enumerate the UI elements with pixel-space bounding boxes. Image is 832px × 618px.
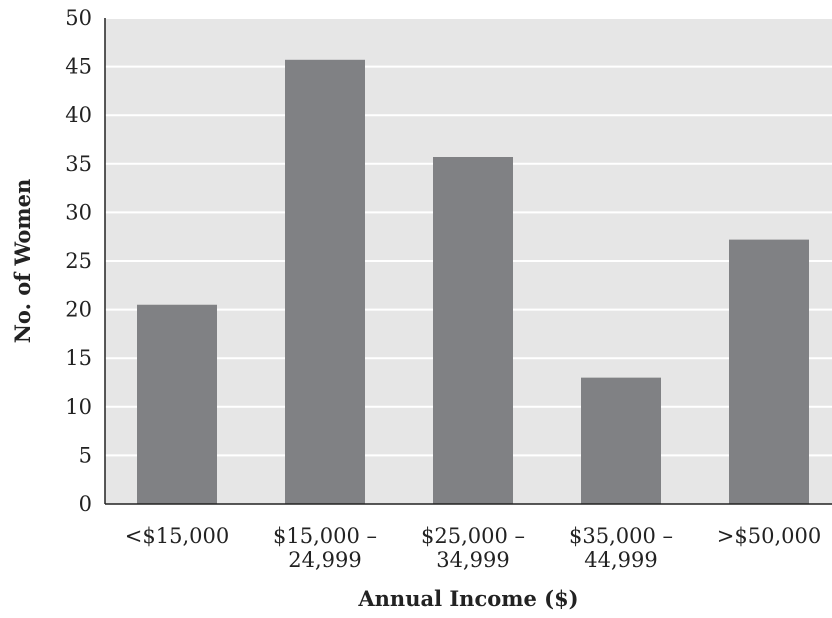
y-tick-label: 40: [65, 103, 92, 127]
bar-4: [729, 239, 809, 504]
x-category-label: $35,000 –: [569, 524, 673, 548]
y-tick-label: 0: [79, 492, 92, 516]
y-tick-label: 5: [79, 443, 92, 467]
y-tick-label: 50: [65, 6, 92, 30]
y-tick-label: 30: [65, 200, 92, 224]
bar-0: [137, 304, 217, 504]
x-category-label: $15,000 –: [273, 524, 377, 548]
x-category-label: 44,999: [584, 548, 657, 572]
y-tick-label: 20: [65, 298, 92, 322]
x-category-label: 34,999: [436, 548, 509, 572]
x-category-label: >$50,000: [717, 524, 821, 548]
x-category-labels: <$15,000 $15,000 –24,999 $25,000 –34,999 $3…: [125, 524, 821, 572]
y-tick-labels: 0 5 10 15 20 25 30 35 40 45 50: [65, 6, 92, 516]
x-category-label: $25,000 –: [421, 524, 525, 548]
bar-3: [581, 377, 661, 504]
y-tick-label: 35: [65, 152, 92, 176]
bars: [137, 59, 809, 505]
x-category-label: 24,999: [288, 548, 361, 572]
y-axis-title: No. of Women: [10, 179, 35, 344]
axes: [104, 18, 832, 505]
y-tick-label: 25: [65, 249, 92, 273]
x-axis-title: Annual Income ($): [357, 586, 578, 611]
x-category-label: <$15,000: [125, 524, 229, 548]
y-tick-label: 10: [65, 395, 92, 419]
y-tick-label: 15: [65, 346, 92, 370]
bar-1: [285, 59, 365, 505]
y-tick-label: 45: [65, 55, 92, 79]
bar-2: [433, 156, 513, 504]
